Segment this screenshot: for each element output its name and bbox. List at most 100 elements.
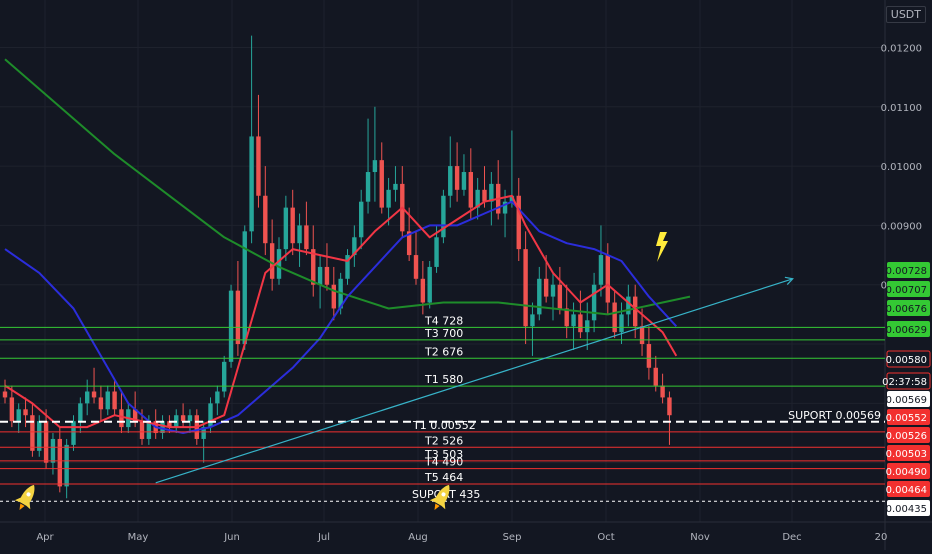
candle [523, 249, 528, 327]
candle [537, 278, 542, 315]
candle [598, 255, 604, 285]
candle [667, 397, 672, 416]
x-tick-label: Apr [36, 532, 54, 543]
currency-label[interactable]: USDT [885, 6, 926, 23]
price-badge-label: 02:37:58 [882, 377, 927, 388]
level-label: T3 503 [424, 448, 463, 461]
y-tick-label: 0.01000 [881, 162, 922, 173]
candle [365, 172, 371, 202]
candle [23, 409, 28, 416]
rocket-flame [434, 503, 440, 510]
price-badge-label: 0.00676 [886, 304, 927, 315]
candle [427, 266, 432, 303]
candle [30, 415, 35, 451]
price-badge-label: 0.00435 [886, 504, 927, 515]
x-tick-label: Jul [317, 532, 330, 543]
candle [132, 409, 138, 422]
candle [578, 314, 583, 333]
price-badge [887, 262, 930, 278]
candle [379, 160, 384, 208]
candle [235, 290, 241, 345]
rocket-fin [14, 496, 31, 510]
candle [276, 249, 282, 279]
level-label: T5 464 [424, 471, 463, 484]
price-badge [887, 300, 930, 316]
candle [413, 255, 419, 279]
candle [509, 195, 515, 202]
x-tick-label: May [128, 532, 149, 543]
price-badge [887, 321, 930, 337]
candle [352, 237, 357, 256]
candle [57, 438, 62, 487]
x-tick-label: Aug [408, 532, 428, 543]
price-badge-label: 0.00707 [886, 285, 927, 296]
candle [585, 320, 590, 333]
candle [64, 444, 69, 487]
candle [85, 391, 90, 404]
candle [564, 308, 569, 327]
candle [208, 403, 213, 428]
x-tick-label: Oct [597, 532, 614, 543]
price-badge-label: 0.00629 [886, 325, 927, 336]
candle [461, 172, 467, 190]
candle [619, 314, 624, 333]
x-tick-label: Jun [223, 532, 240, 543]
candle [550, 284, 556, 297]
price-badge-label: 0.00580 [886, 355, 927, 366]
level-label: T2 676 [424, 345, 463, 358]
candle [215, 391, 220, 404]
candle [489, 183, 494, 202]
rocket-window [441, 492, 446, 497]
candle [50, 438, 56, 463]
candle [304, 225, 309, 250]
candle [475, 189, 480, 208]
candle [660, 385, 665, 398]
candle [112, 391, 117, 410]
candle [43, 421, 49, 463]
x-tick-label: 20 [875, 532, 888, 543]
candle [98, 397, 104, 410]
candle [441, 195, 446, 238]
price-badge [887, 281, 930, 297]
trendline [155, 278, 793, 484]
price-badge-label: 0.00503 [886, 449, 927, 460]
price-badge [887, 463, 930, 479]
candle [2, 391, 8, 398]
rocket-window [26, 492, 31, 497]
price-badge-label: 0.00490 [886, 467, 927, 478]
candle [105, 391, 110, 410]
candle [249, 136, 254, 232]
price-badge [887, 481, 930, 497]
lightning-icon [656, 232, 668, 262]
candle [612, 302, 617, 333]
candle [167, 421, 172, 428]
candle [530, 314, 535, 327]
candle [516, 195, 521, 250]
rocket-icon [429, 484, 450, 510]
candle [263, 195, 268, 244]
candle [434, 237, 439, 267]
price-badge-label: 0.00569 [886, 395, 927, 406]
candle [9, 397, 15, 422]
ma-green-line [4, 58, 691, 316]
x-axis: Apr May Jun Jul Aug Sep Oct Nov Dec 20 [36, 532, 887, 543]
price-badge-label: 0.00464 [886, 485, 927, 496]
candle [605, 255, 610, 303]
candle [639, 326, 645, 345]
ma-red-line [4, 194, 678, 429]
candle [146, 421, 152, 439]
x-tick-label: Sep [503, 532, 522, 543]
candle [160, 421, 165, 434]
candle [290, 207, 295, 244]
candle [448, 166, 453, 196]
level-label: T1 0.00552 [412, 419, 476, 432]
candle [406, 231, 412, 256]
level-label: T4 728 [424, 314, 463, 327]
candle [345, 255, 350, 279]
candle [359, 201, 364, 238]
candle [372, 160, 378, 173]
